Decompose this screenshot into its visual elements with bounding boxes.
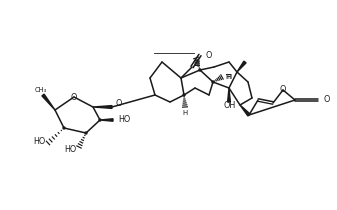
Text: HO: HO — [118, 116, 130, 125]
Polygon shape — [240, 105, 250, 116]
Text: CH₃: CH₃ — [35, 87, 47, 93]
Text: H: H — [225, 74, 230, 80]
Text: H: H — [182, 110, 188, 116]
Polygon shape — [227, 88, 231, 102]
Circle shape — [183, 94, 185, 96]
Circle shape — [63, 127, 65, 129]
Text: HO: HO — [64, 144, 76, 154]
Polygon shape — [237, 61, 246, 72]
Polygon shape — [93, 106, 112, 108]
Text: H: H — [194, 60, 200, 66]
Circle shape — [99, 119, 101, 121]
Text: O: O — [116, 98, 122, 108]
Circle shape — [199, 69, 201, 71]
Text: OH: OH — [224, 101, 236, 110]
Text: O: O — [324, 96, 330, 105]
Polygon shape — [42, 94, 55, 110]
Circle shape — [212, 81, 214, 83]
Text: H: H — [226, 74, 231, 80]
Text: O: O — [71, 92, 77, 101]
Text: O: O — [206, 50, 212, 59]
Polygon shape — [100, 119, 113, 121]
Circle shape — [85, 132, 87, 134]
Text: O: O — [280, 85, 286, 94]
Text: HO: HO — [33, 136, 45, 146]
Text: H̅: H̅ — [193, 61, 198, 67]
